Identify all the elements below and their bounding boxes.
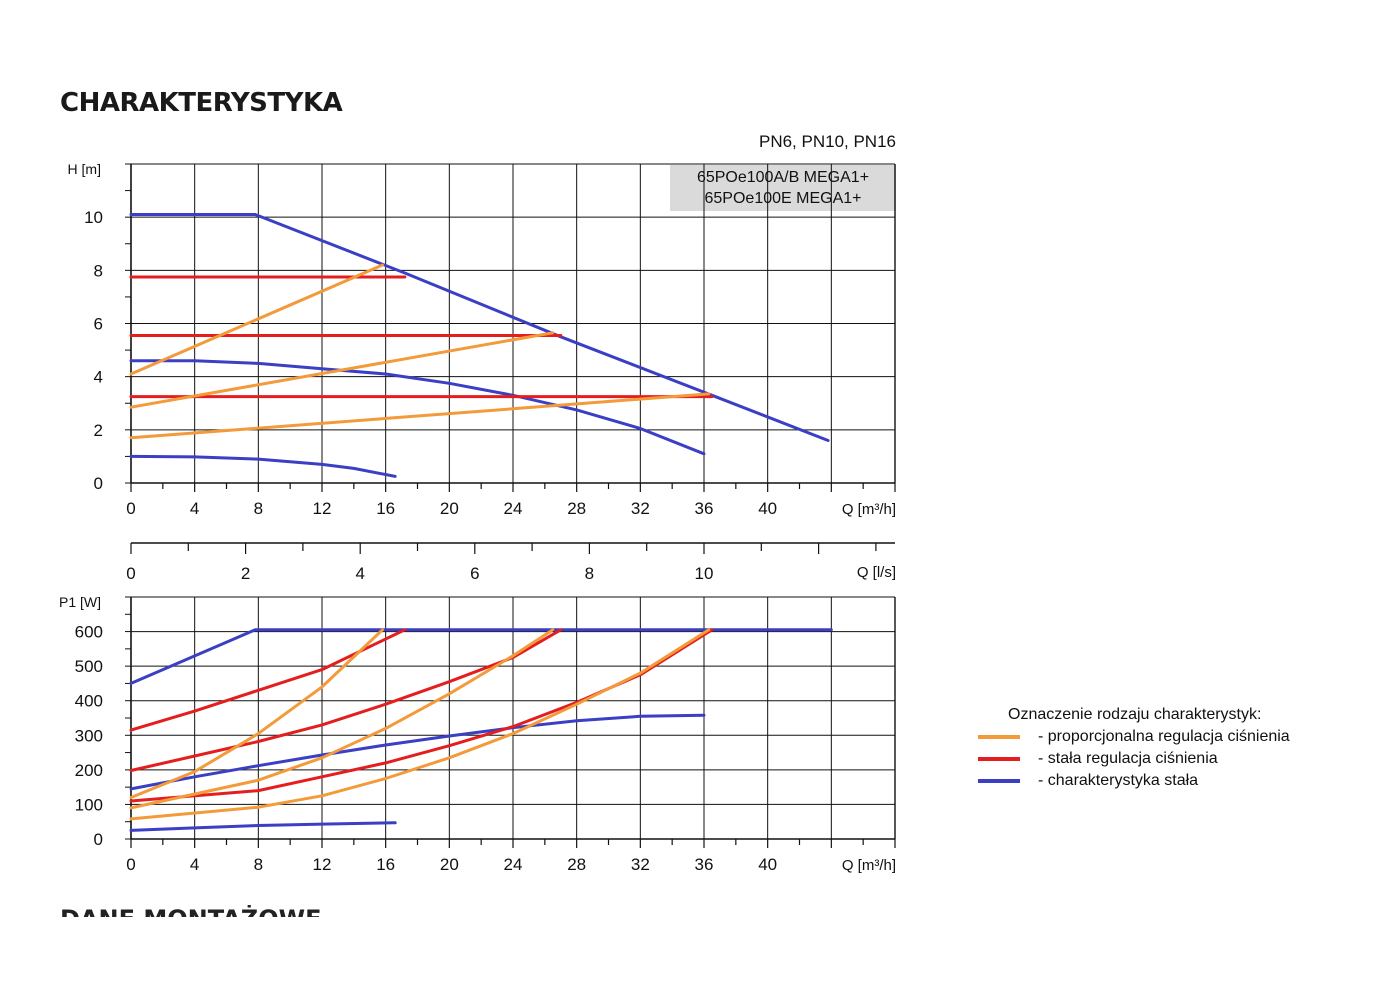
x-axis-label: Q [m³/h] [842, 501, 896, 518]
legend-item-constant-pressure: - stała regulacja ciśnienia [978, 748, 1290, 770]
series-line-proportional [129, 263, 384, 376]
series-line-proportional [129, 628, 555, 810]
x-tick-label: 24 [504, 499, 523, 518]
x-tick-label: 12 [313, 855, 332, 874]
y-tick-label: 300 [75, 726, 103, 745]
x-tick-label: 20 [440, 499, 459, 518]
page-title: CHARAKTERYSTYKA [60, 88, 343, 118]
legend: Oznaczenie rodzaju charakterystyk: - pro… [978, 706, 1290, 792]
x-tick-label: 36 [695, 855, 714, 874]
secondary-x-tick-label: 8 [585, 564, 594, 583]
y-axis-label: P1 [W] [59, 594, 101, 610]
x-tick-label: 0 [126, 855, 135, 874]
x-axis-label: Q [m³/h] [842, 857, 896, 874]
y-axis-label: H [m] [68, 161, 101, 177]
series-line-constant-pressure [129, 628, 714, 803]
y-tick-label: 10 [84, 208, 103, 227]
series-line-constant-pressure [129, 628, 563, 772]
legend-item-constant-curve: - charakterystyka stała [978, 770, 1290, 792]
y-tick-label: 2 [94, 421, 103, 440]
series-line-constant-pressure [129, 628, 407, 732]
legend-swatch-proportional [978, 735, 1020, 739]
secondary-x-tick-label: 2 [241, 564, 250, 583]
x-tick-label: 32 [631, 499, 650, 518]
x-tick-label: 16 [376, 855, 395, 874]
secondary-x-tick-label: 6 [470, 564, 479, 583]
x-tick-label: 40 [758, 855, 777, 874]
x-tick-label: 32 [631, 855, 650, 874]
series-line-constant-curve [129, 213, 830, 442]
legend-item-proportional: - proporcjonalna regulacja ciśnienia [978, 726, 1290, 748]
y-tick-label: 0 [94, 474, 103, 493]
x-tick-label: 28 [567, 855, 586, 874]
series-line-proportional [129, 392, 711, 440]
secondary-x-tick-label: 0 [126, 564, 135, 583]
legend-label-constant-curve: - charakterystyka stała [1038, 772, 1199, 789]
y-tick-label: 600 [75, 623, 103, 642]
series-line-constant-curve [129, 454, 397, 478]
pressure-class-label: PN6, PN10, PN16 [758, 132, 896, 151]
secondary-x-tick-label: 4 [355, 564, 364, 583]
series-line-proportional [129, 628, 384, 799]
x-tick-label: 28 [567, 499, 586, 518]
series-line-constant-curve [129, 628, 833, 685]
model-name-line-2: 65POe100E MEGA1+ [704, 190, 862, 207]
x-tick-label: 36 [695, 499, 714, 518]
legend-label-constant-pressure: - stała regulacja ciśnienia [1038, 750, 1218, 767]
y-tick-label: 8 [94, 261, 103, 280]
series-line-proportional [129, 331, 555, 409]
y-tick-label: 200 [75, 761, 103, 780]
secondary-x-axis-label: Q [l/s] [857, 564, 896, 581]
series-line-constant-curve [129, 359, 706, 456]
x-tick-label: 40 [758, 499, 777, 518]
legend-swatch-constant-pressure [978, 757, 1020, 761]
x-tick-label: 16 [376, 499, 395, 518]
series-line-constant-curve [129, 821, 397, 832]
x-tick-label: 8 [254, 499, 263, 518]
y-tick-label: 500 [75, 657, 103, 676]
x-tick-label: 8 [254, 855, 263, 874]
legend-swatch-constant-curve [978, 779, 1020, 783]
x-tick-label: 4 [190, 499, 199, 518]
y-tick-label: 4 [94, 368, 103, 387]
y-tick-label: 6 [94, 315, 103, 334]
next-section-title-cut: DANE MONTAŻOWE [60, 905, 350, 917]
x-tick-label: 0 [126, 499, 135, 518]
y-tick-label: 400 [75, 692, 103, 711]
legend-title: Oznaczenie rodzaju charakterystyk: [1008, 706, 1262, 723]
secondary-x-tick-label: 10 [695, 564, 714, 583]
x-tick-label: 4 [190, 855, 199, 874]
x-tick-label: 12 [313, 499, 332, 518]
x-tick-label: 20 [440, 855, 459, 874]
series-line-proportional [129, 628, 711, 821]
legend-label-proportional: - proporcjonalna regulacja ciśnienia [1038, 728, 1290, 745]
y-tick-label: 0 [94, 830, 103, 849]
x-tick-label: 24 [504, 855, 523, 874]
model-name-box: 65POe100A/B MEGA1+ 65POe100E MEGA1+ [670, 165, 896, 211]
series-line-constant-curve [129, 713, 706, 791]
y-tick-label: 100 [75, 795, 103, 814]
model-name-line-1: 65POe100A/B MEGA1+ [696, 169, 870, 186]
